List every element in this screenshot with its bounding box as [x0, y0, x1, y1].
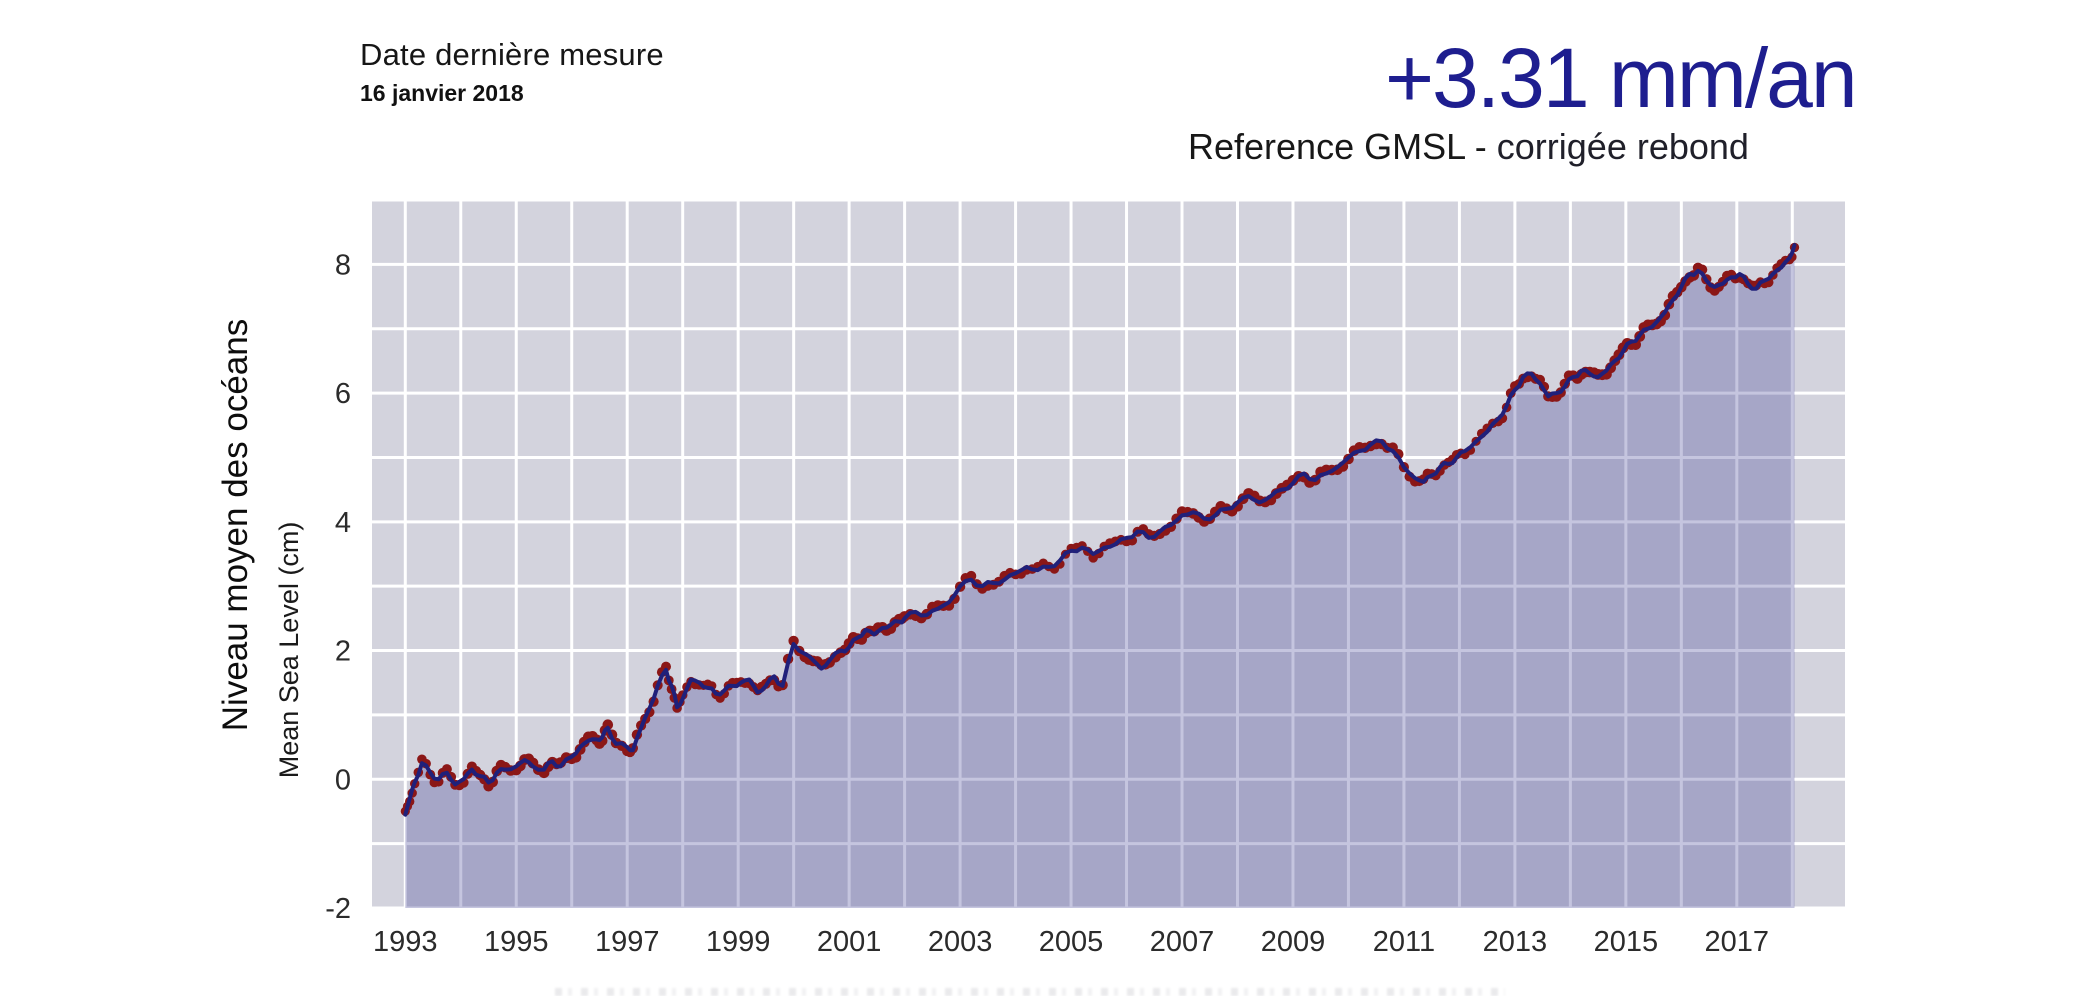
reference-caption: Reference GMSL - corrigée rebond	[1188, 126, 1749, 168]
y-tick-label: 0	[335, 764, 351, 796]
x-tick-label: 1995	[484, 926, 549, 958]
y-tick-label: 4	[335, 507, 351, 539]
y-axis-label-fr: Niveau moyen des océans	[216, 319, 255, 731]
y-tick-label: 6	[335, 378, 351, 410]
x-tick-label: 2017	[1705, 926, 1770, 958]
last-measure-label: Date dernière mesure	[360, 37, 664, 72]
x-tick-label: 2011	[1373, 926, 1435, 958]
last-measure-date: 16 janvier 2018	[360, 80, 524, 106]
y-tick-label: 8	[335, 249, 351, 281]
data-dot	[602, 719, 614, 730]
data-dot	[788, 635, 799, 647]
trend-rate-value: +3.31 mm/an	[1385, 31, 1858, 125]
reference-caption-suffix: corrigée rebond	[1496, 126, 1749, 167]
x-tick-label: 1999	[706, 926, 771, 958]
x-tick-label: 2001	[817, 926, 882, 958]
data-dot	[661, 661, 671, 672]
y-tick-label: 2	[335, 636, 351, 668]
x-tick-label: 2015	[1594, 926, 1659, 958]
x-tick-label: 1993	[373, 926, 438, 958]
x-tick-label: 2007	[1150, 926, 1215, 958]
x-tick-label: 1997	[595, 926, 660, 958]
x-tick-label: 2005	[1039, 926, 1104, 958]
y-tick-label: -2	[325, 893, 351, 925]
sea-level-area	[405, 245, 1795, 909]
x-tick-label: 2013	[1483, 926, 1548, 958]
sea-level-line	[403, 243, 1797, 817]
x-tick-label: 2009	[1261, 926, 1326, 958]
reference-caption-prefix: Reference GMSL -	[1188, 126, 1497, 167]
y-axis-label-en: Mean Sea Level (cm)	[274, 522, 304, 779]
plot-background	[372, 200, 1845, 908]
cropped-axis-caption	[555, 988, 1505, 996]
x-tick-label: 2003	[928, 926, 993, 958]
